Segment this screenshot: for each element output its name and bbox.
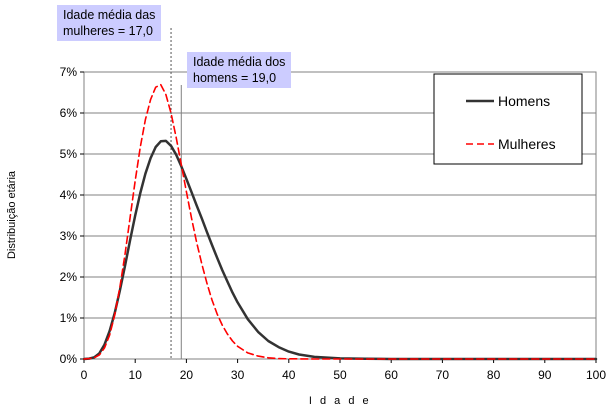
series-line-homens	[82, 139, 598, 361]
series-line-mulheres	[83, 83, 597, 360]
x-tick-label: 90	[538, 368, 552, 382]
annotation-mulheres-line2: mulheres = 17,0	[63, 24, 153, 38]
y-tick-label: 2%	[60, 270, 78, 284]
annotation-homens-line2: homens = 19,0	[193, 71, 277, 85]
reference-lines	[170, 28, 182, 359]
x-tick-label: 70	[436, 368, 450, 382]
y-axis-label: Distribuição etária	[6, 170, 18, 259]
x-tick-label: 30	[231, 368, 245, 382]
y-tick-label: 3%	[60, 229, 78, 243]
legend-box	[433, 73, 583, 165]
y-tick-label: 7%	[60, 65, 78, 79]
x-axis: 0 10 20 30 40 50 60 70 80 90 100	[81, 359, 606, 382]
x-tick-label: 80	[487, 368, 501, 382]
x-tick-label: 100	[586, 368, 606, 382]
x-tick-label: 10	[129, 368, 143, 382]
y-tick-label: 5%	[60, 147, 78, 161]
series-lines	[82, 83, 598, 361]
y-tick-label: 6%	[60, 106, 78, 120]
legend-label-mulheres: Mulheres	[498, 136, 556, 152]
annotation-mulheres-line1: Idade média das	[63, 8, 156, 22]
x-tick-label: 40	[282, 368, 296, 382]
annotation-mulheres: Idade média das mulheres = 17,0	[57, 5, 162, 41]
annotation-homens-line1: Idade média dos	[193, 55, 286, 69]
x-tick-label: 60	[385, 368, 399, 382]
legend: Homens Mulheres	[433, 73, 583, 165]
x-tick-label: 50	[333, 368, 347, 382]
x-axis-label: I d a d e	[309, 395, 371, 407]
y-tick-label: 1%	[60, 311, 78, 325]
legend-label-homens: Homens	[498, 93, 550, 109]
y-tick-label: 0%	[60, 352, 78, 366]
y-tick-label: 4%	[60, 188, 78, 202]
x-tick-label: 20	[180, 368, 194, 382]
annotation-homens: Idade média dos homens = 19,0	[187, 52, 292, 88]
y-axis: 0% 1% 2% 3% 4% 5% 6% 7%	[60, 65, 84, 366]
x-tick-label: 0	[81, 368, 88, 382]
